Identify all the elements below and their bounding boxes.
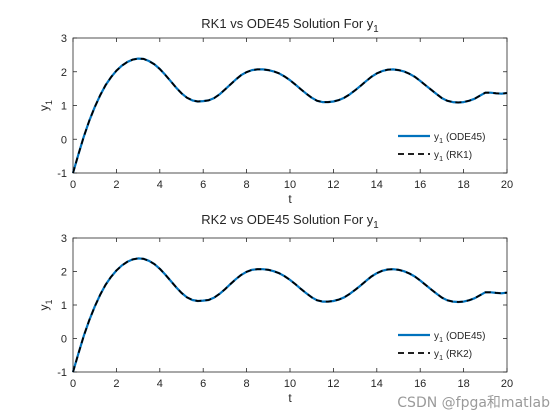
legend-entry-2: y1 (RK1) [434,150,472,163]
chart-panel-1: RK1 vs ODE45 Solution For y10 2 4 6 8 10 12 14 1… [37,16,513,206]
x-tick-label: 8 [244,378,250,390]
y-axis-label-group: y1 [37,299,54,310]
legend-box [392,125,500,165]
series-line-2 [72,257,508,373]
x-tick-label: 12 [327,179,339,191]
y-tick-label: -1 [57,367,67,379]
x-tick-label: 16 [414,179,426,191]
x-tick-label: 4 [157,378,163,390]
x-tick-label: 10 [284,378,296,390]
y-tick-label: 1 [61,101,67,113]
y-tick-label: 2 [61,267,67,279]
x-tick-label: 20 [501,378,513,390]
x-tick-label: 6 [200,179,206,191]
chart-title: RK1 vs ODE45 Solution For y1 [201,16,378,35]
x-tick-label: 2 [113,378,119,390]
legend-entry-1: y1 (ODE45) [434,331,485,344]
chart-panel-2: RK2 vs ODE45 Solution For y10 2 4 6 8 10 12 14 1… [37,212,513,405]
x-axis-label: t [288,391,292,405]
x-axis-label: t [288,192,292,206]
y-tick-label: -1 [57,168,67,180]
legend: y1 (ODE45) y1 (RK1) [392,125,500,165]
legend: y1 (ODE45) y1 (RK2) [392,324,500,364]
x-tick-label: 14 [371,179,383,191]
x-tick-label: 4 [157,179,163,191]
x-tick-label: 20 [501,179,513,191]
x-tick-label: 0 [70,378,76,390]
chart-title: RK2 vs ODE45 Solution For y1 [201,212,378,231]
y-tick-label: 1 [61,300,67,312]
y-tick-label: 3 [61,233,67,245]
y-axis-label: y1 [37,299,54,310]
legend-box [392,324,500,364]
y-tick-label: 0 [61,134,67,146]
x-tick-label: 6 [200,378,206,390]
x-tick-label: 8 [244,179,250,191]
x-tick-label: 14 [371,378,383,390]
y-tick-label: 0 [61,334,67,346]
x-tick-label: 16 [414,378,426,390]
y-axis-label-group: y1 [37,100,54,111]
legend-entry-2: y1 (RK2) [434,349,472,362]
y-tick-label: 2 [61,67,67,79]
x-tick-label: 0 [70,179,76,191]
x-tick-label: 18 [457,378,469,390]
watermark: CSDN @fpga和matlab [397,395,550,411]
x-tick-label: 18 [457,179,469,191]
legend-entry-1: y1 (ODE45) [434,132,485,145]
series-line-2 [72,57,508,174]
y-axis-label: y1 [37,100,54,111]
x-tick-label: 10 [284,179,296,191]
x-tick-label: 12 [327,378,339,390]
x-tick-label: 2 [113,179,119,191]
y-tick-label: 3 [61,33,67,45]
